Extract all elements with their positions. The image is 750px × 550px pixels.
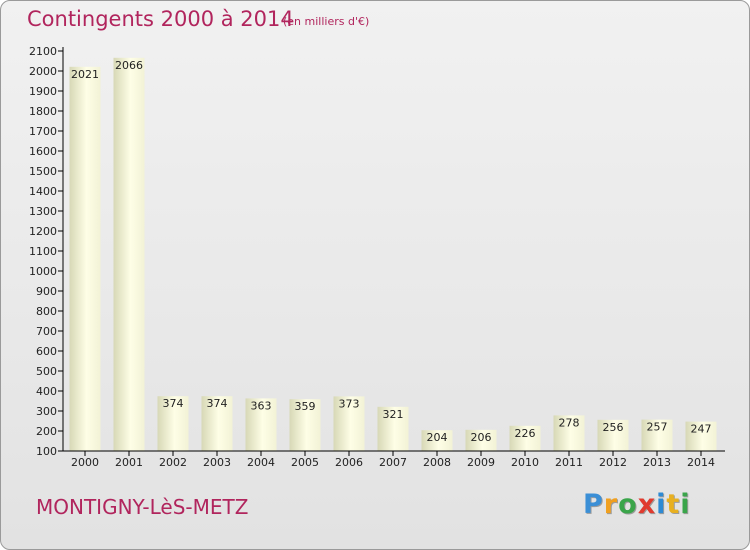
bar-value-label: 373 [339, 397, 360, 410]
bar [245, 398, 277, 451]
x-tick-label: 2014 [687, 456, 715, 469]
y-tick-label: 1200 [29, 225, 57, 238]
proxiti-logo: Proxiti [583, 489, 691, 520]
bar [553, 415, 585, 451]
logo-letter: x [637, 489, 657, 520]
y-tick-label: 2100 [29, 45, 57, 58]
bar [113, 57, 145, 452]
y-tick-label: 700 [36, 325, 57, 338]
bar [157, 396, 189, 451]
bar [421, 430, 453, 451]
bar-value-label: 257 [647, 421, 668, 434]
x-tick-label: 2013 [643, 456, 671, 469]
y-tick-label: 800 [36, 305, 57, 318]
x-tick-label: 2006 [335, 456, 363, 469]
bar [69, 66, 101, 452]
bar [509, 425, 541, 451]
x-tick-label: 2004 [247, 456, 275, 469]
bar-value-label: 206 [471, 431, 492, 444]
y-tick-label: 600 [36, 345, 57, 358]
bar-value-label: 374 [207, 397, 228, 410]
y-tick-label: 1800 [29, 105, 57, 118]
bar-value-label: 256 [603, 421, 624, 434]
y-tick-label: 1000 [29, 265, 57, 278]
x-tick-label: 2001 [115, 456, 143, 469]
y-tick-label: 900 [36, 285, 57, 298]
bar-value-label: 204 [427, 431, 448, 444]
y-tick-label: 1400 [29, 185, 57, 198]
x-tick-label: 2005 [291, 456, 319, 469]
y-tick-label: 1900 [29, 85, 57, 98]
x-tick-label: 2008 [423, 456, 451, 469]
place-name: MONTIGNY-LèS-METZ [36, 495, 249, 519]
logo-letter: t [666, 489, 681, 520]
logo-letter: r [603, 489, 619, 520]
x-tick-label: 2003 [203, 456, 231, 469]
x-tick-label: 2000 [71, 456, 99, 469]
chart-subtitle: (en milliers d'€) [283, 15, 370, 28]
bar-value-label: 321 [383, 408, 404, 421]
bar [685, 421, 717, 451]
bar [597, 419, 629, 451]
bar [465, 429, 497, 451]
y-tick-label: 1500 [29, 165, 57, 178]
bar [377, 406, 409, 451]
x-tick-label: 2009 [467, 456, 495, 469]
logo-letter: P [583, 489, 604, 520]
chart-title: Contingents 2000 à 2014 [27, 7, 294, 31]
y-tick-label: 300 [36, 405, 57, 418]
y-tick-label: 1700 [29, 125, 57, 138]
x-tick-label: 2002 [159, 456, 187, 469]
bar-value-label: 247 [691, 423, 712, 436]
logo-letter: i [656, 489, 667, 520]
y-tick-label: 2000 [29, 65, 57, 78]
bar-value-label: 2066 [115, 59, 143, 72]
y-tick-label: 1600 [29, 145, 57, 158]
bar [641, 419, 673, 451]
bar-value-label: 278 [559, 416, 580, 429]
x-tick-label: 2011 [555, 456, 583, 469]
bar [333, 396, 365, 451]
bar-value-label: 363 [251, 399, 272, 412]
y-tick-label: 100 [36, 445, 57, 458]
bar-value-label: 2021 [71, 68, 99, 81]
y-tick-label: 400 [36, 385, 57, 398]
y-tick-label: 500 [36, 365, 57, 378]
x-tick-label: 2010 [511, 456, 539, 469]
x-tick-label: 2007 [379, 456, 407, 469]
bar [289, 399, 321, 451]
y-tick-label: 200 [36, 425, 57, 438]
bar [201, 396, 233, 451]
y-tick-label: 1300 [29, 205, 57, 218]
bar-value-label: 226 [515, 427, 536, 440]
y-tick-label: 1100 [29, 245, 57, 258]
bar-value-label: 374 [163, 397, 184, 410]
logo-letter: o [618, 489, 638, 520]
logo-letter: i [680, 489, 691, 520]
x-tick-label: 2012 [599, 456, 627, 469]
bar-value-label: 359 [295, 400, 316, 413]
